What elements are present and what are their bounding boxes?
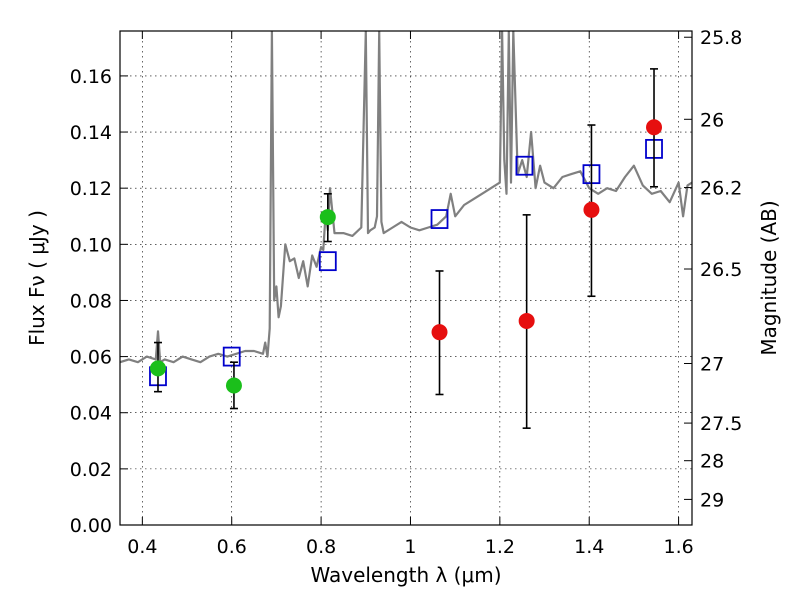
x-tick-label: 1: [404, 536, 416, 558]
spectrum-line: [120, 31, 692, 364]
y2-tick-label: 27.5: [700, 413, 742, 435]
y-tick-label: 0.12: [70, 178, 112, 200]
x-tick-label: 1.6: [663, 536, 693, 558]
y-tick-label: 0.10: [70, 234, 112, 256]
y2-tick-label: 26.5: [700, 259, 742, 281]
y-tick-label: 0.16: [70, 66, 112, 88]
model-square-marker: [318, 251, 337, 272]
green-photometry-point: [149, 360, 166, 377]
plot-frame: [119, 30, 693, 526]
green-photometry-point: [225, 377, 242, 394]
grid-layer: [120, 31, 692, 526]
tick-layer: 0.4 0.6 0.8 1 1.2 1.4 1.6 0.00 0.02 0.04 0.06 0.08 0…: [70, 27, 743, 558]
red-photometry-point: [646, 119, 663, 136]
y-tick-label: 0.04: [70, 403, 112, 425]
model-square-marker: [430, 209, 449, 229]
y-tick-label: 0.08: [70, 290, 112, 312]
model-square-marker: [515, 155, 534, 176]
plot-area: [120, 31, 692, 364]
y-tick-label: 0.06: [70, 347, 112, 369]
x-tick-label: 1.2: [485, 536, 515, 558]
y2-tick-label: 25.8: [700, 27, 742, 49]
y-tick-label: 0.02: [70, 459, 112, 481]
y2-axis-label: Magnitude (AB): [757, 200, 781, 355]
red-photometry-point: [583, 201, 600, 218]
y-axis-label: Flux Fν ( μJy ): [25, 210, 49, 346]
green-photometry-point: [319, 209, 336, 226]
series-layer: [120, 31, 692, 364]
x-tick-label: 1.4: [574, 536, 604, 558]
y2-tick-label: 26: [700, 109, 724, 131]
y-tick-label: 0.00: [70, 515, 112, 537]
red-photometry-point: [431, 324, 448, 341]
red-photometry-point: [518, 312, 535, 329]
x-tick-label: 0.8: [306, 536, 336, 558]
y2-tick-label: 27: [700, 353, 724, 375]
model-square-marker: [222, 346, 241, 367]
y2-tick-label: 26.2: [700, 178, 742, 200]
x-axis-label: Wavelength λ (μm): [310, 563, 501, 587]
x-tick-label: 0.4: [127, 536, 157, 558]
y2-tick-label: 29: [700, 489, 724, 511]
y-tick-label: 0.14: [70, 122, 112, 144]
y2-tick-label: 28: [700, 451, 724, 473]
x-tick-label: 0.6: [217, 536, 247, 558]
marker-layer: [149, 68, 663, 429]
